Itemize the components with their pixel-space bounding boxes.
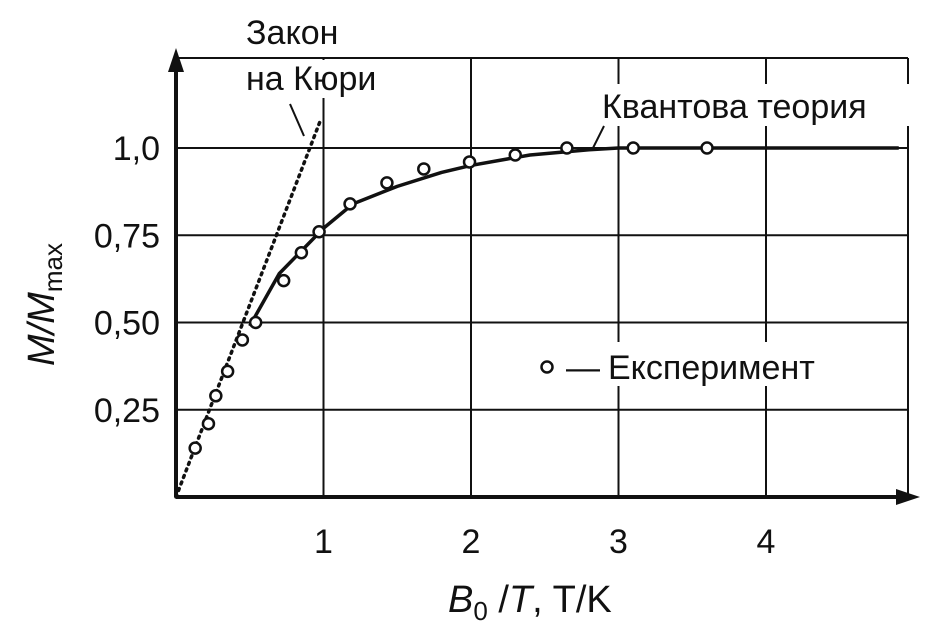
legend-marker-icon [540,360,554,374]
annotation-curie-line1: Закон [246,14,338,52]
experiment-point [380,176,394,190]
legend-bg [532,342,862,386]
x-axis-title-var: B [448,579,473,621]
quantum-label-bg [600,84,912,126]
axes [168,48,920,505]
x-axis-title-units: , T/K [532,579,612,621]
experiment-point [508,148,522,162]
x-tick-label: 2 [462,523,481,561]
x-axis-title: B0 /T, T/K [448,579,612,624]
x-axis-title-var2: T [509,579,535,621]
experiment-point [248,315,263,330]
experiment-point [700,141,714,155]
experiment-point [294,245,309,260]
y-tick-label: 0,50 [94,305,160,343]
experiment-point [201,416,216,431]
curie-law-line [174,118,323,499]
experiment-point [560,141,574,155]
x-axis-title-slash: / [488,579,510,621]
annotation-quantum-leader [591,125,605,151]
x-tick-label: 3 [609,523,628,561]
y-axis-title: M/Mmax [21,243,68,366]
y-axis-arrow-icon [168,48,184,72]
experiment-point [312,225,326,239]
experiment-point [462,155,477,169]
x-tick-label: 4 [757,523,776,561]
experiment-point [188,441,202,455]
legend-separator: — [566,349,600,387]
y-axis-title-var: M/M [21,292,63,366]
y-tick-label: 1,0 [113,130,160,168]
series [174,118,899,499]
x-axis-arrow-icon [896,489,920,505]
y-tick-label: 0,75 [94,217,160,255]
y-tick-label: 0,25 [94,392,160,430]
x-axis-title-sub: 0 [473,596,487,624]
curie-label-bg [240,60,410,98]
experiment-point [235,333,250,347]
experiment-point [343,197,357,211]
legend-experiment-label: Експеримент [608,349,815,387]
experiment-point [417,162,431,176]
grid-lines [176,57,909,497]
x-tick-label: 1 [314,523,333,561]
annotation-quantum-theory: Квантова теория [602,88,867,126]
markers [188,141,714,455]
experiment-point [220,364,235,379]
tick-labels: 1 2 3 4 0,25 0,50 0,75 1,0 [94,130,776,561]
y-axis-title-sub: max [38,243,68,292]
annotation-curie-line2: на Кюри [246,60,376,98]
annotation-curie-leader [289,103,305,137]
experiment-point [626,141,640,155]
experiment-point [276,273,291,288]
quantum-theory-curve [248,146,899,327]
experiment-point [209,389,223,403]
